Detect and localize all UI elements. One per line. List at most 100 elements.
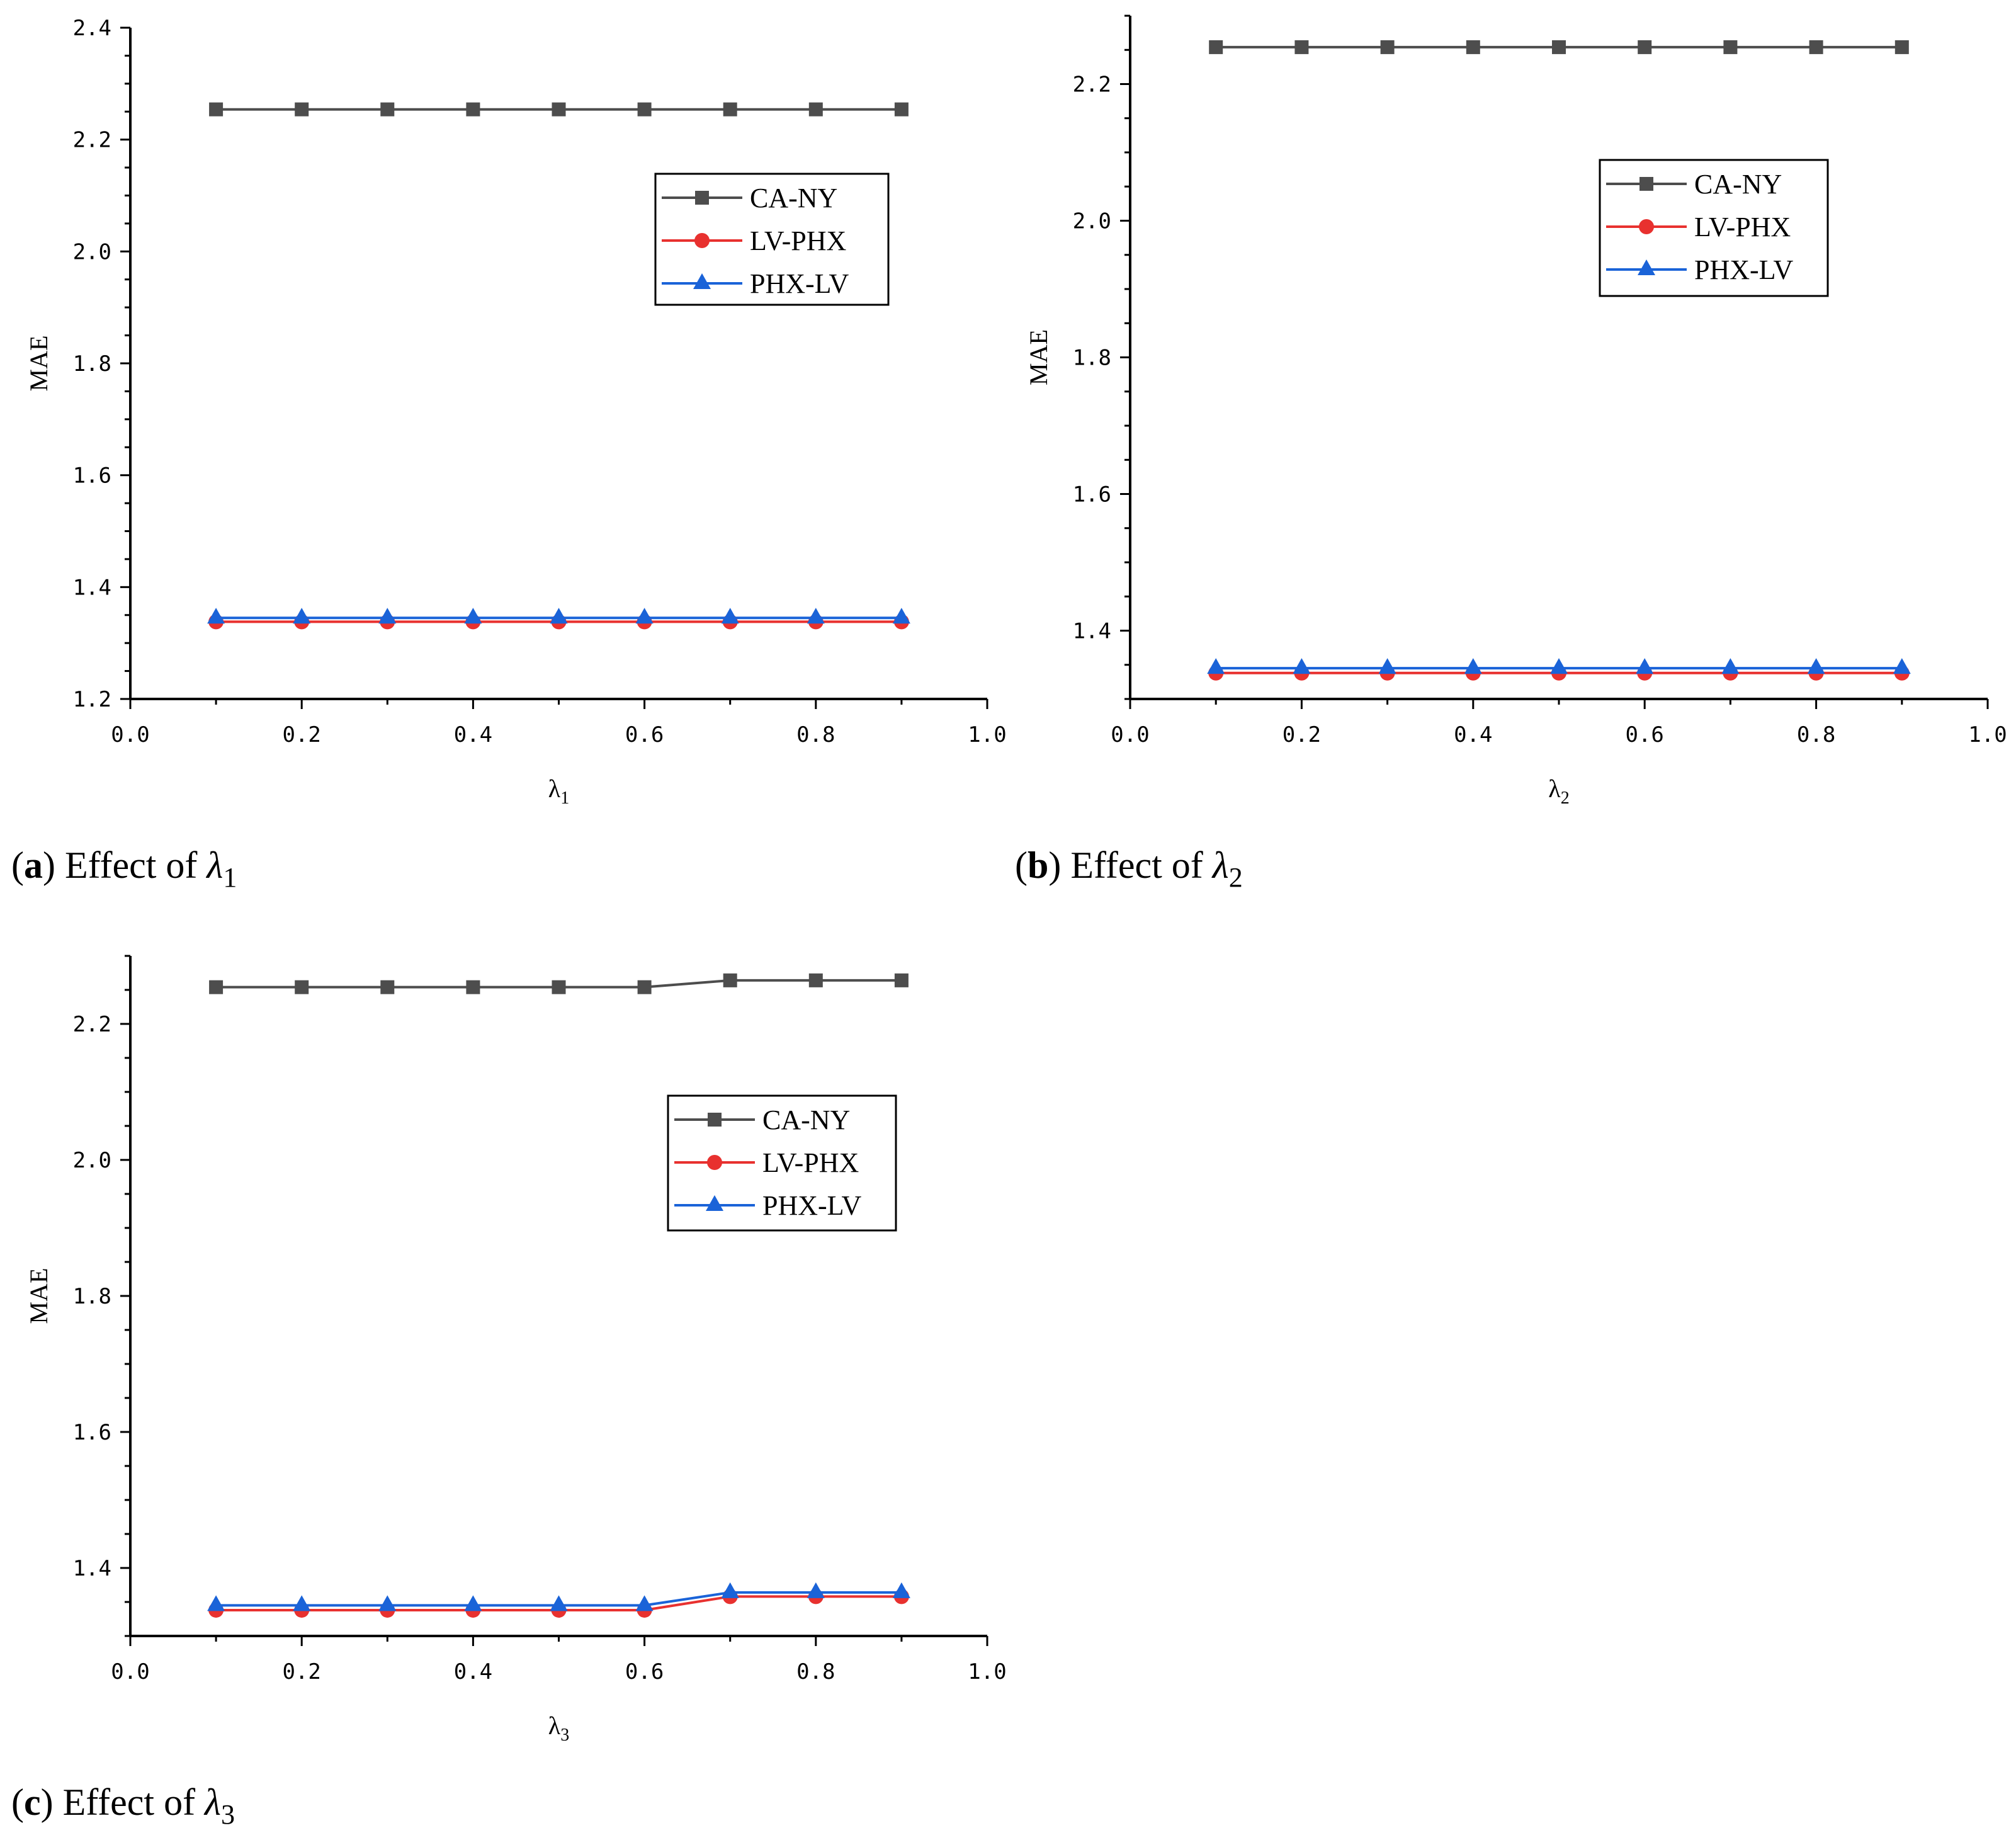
y-tick-label: 2.2	[73, 128, 111, 153]
data-point-square	[295, 102, 309, 116]
data-point-triangle	[1721, 658, 1740, 674]
data-point-square	[295, 980, 309, 994]
data-point-triangle	[892, 1582, 910, 1598]
data-point-square	[1723, 40, 1738, 54]
legend-label: LV-PHX	[750, 225, 846, 256]
data-point-square	[637, 980, 652, 994]
data-point-square	[1552, 40, 1566, 54]
data-point-square	[380, 102, 395, 116]
x-tick-label: 0.2	[1283, 722, 1321, 747]
data-point-triangle	[1293, 658, 1311, 674]
y-tick-label: 1.8	[73, 351, 111, 377]
data-point-square	[894, 102, 909, 116]
data-point-square	[723, 973, 737, 987]
x-tick-label: 0.8	[796, 722, 835, 747]
legend-marker-circle	[1639, 219, 1654, 234]
data-point-square	[1466, 40, 1480, 54]
legend-label: CA-NY	[750, 183, 837, 213]
y-tick-label: 2.2	[1073, 72, 1111, 98]
data-point-triangle	[378, 1595, 397, 1611]
data-point-square	[552, 102, 566, 116]
data-point-square	[552, 980, 566, 994]
x-tick-label: 0.8	[796, 1659, 835, 1684]
chart-panel-c: 0.0 0.2 0.4 0.6 0.8 1.0 1.4 1.6 1.8 2.0 2.2 λ3 MAE CA…	[11, 955, 1007, 1830]
x-tick-label: 0.8	[1797, 722, 1835, 747]
data-point-triangle	[635, 1595, 654, 1611]
x-tick-label: 0.0	[1111, 722, 1149, 747]
y-tick-label: 2.0	[73, 1148, 111, 1173]
data-point-triangle	[807, 608, 825, 624]
data-point-triangle	[635, 608, 654, 624]
data-point-square	[466, 102, 480, 116]
legend-label: PHX-LV	[1694, 254, 1794, 285]
y-axis-label: MAE	[25, 336, 53, 392]
series-phx-lv	[1207, 658, 1911, 674]
x-tick-label: 0.4	[1454, 722, 1492, 747]
legend-marker-square	[1639, 177, 1653, 191]
x-tick-label: 0.6	[625, 722, 664, 747]
series-phx-lv	[207, 1582, 910, 1611]
series-phx-lv	[207, 608, 910, 624]
data-point-square	[1294, 40, 1309, 54]
data-point-square	[1638, 40, 1652, 54]
legend: CA-NY LV-PHX PHX-LV	[1599, 159, 1829, 297]
data-point-square	[1380, 40, 1395, 54]
legend-marker-circle	[707, 1155, 722, 1170]
y-tick-label: 1.8	[73, 1284, 111, 1309]
y-tick-label: 2.4	[73, 16, 111, 41]
data-point-triangle	[1807, 658, 1825, 674]
data-point-triangle	[464, 608, 482, 624]
data-point-triangle	[1550, 658, 1568, 674]
x-tick-label: 0.6	[625, 1659, 664, 1684]
x-axis-label: λ2	[1548, 775, 1569, 808]
legend: CA-NY LV-PHX PHX-LV	[667, 1094, 897, 1232]
y-axis-label: MAE	[25, 1268, 53, 1324]
y-tick-label: 2.0	[73, 239, 111, 264]
data-point-triangle	[378, 608, 397, 624]
data-point-triangle	[464, 1595, 482, 1611]
data-point-triangle	[207, 1595, 225, 1611]
data-point-triangle	[721, 608, 739, 624]
legend-marker-triangle	[706, 1195, 723, 1211]
data-point-square	[637, 102, 652, 116]
legend-marker-square	[695, 191, 709, 205]
legend-label: CA-NY	[762, 1105, 850, 1135]
data-point-triangle	[1207, 658, 1225, 674]
legend-marker-triangle	[693, 273, 711, 289]
y-tick-label: 1.4	[73, 1556, 111, 1581]
x-tick-label: 0.6	[1625, 722, 1663, 747]
data-point-triangle	[293, 1595, 311, 1611]
legend-label: CA-NY	[1694, 169, 1782, 200]
y-tick-label: 1.6	[1073, 482, 1111, 508]
y-tick-label: 2.0	[1073, 209, 1111, 234]
data-point-square	[808, 102, 823, 116]
legend-label: PHX-LV	[750, 268, 849, 299]
x-tick-label: 0.4	[454, 1659, 492, 1684]
data-point-triangle	[892, 608, 910, 624]
data-point-triangle	[207, 608, 225, 624]
legend-label: PHX-LV	[762, 1190, 862, 1221]
series-ca-ny	[209, 973, 909, 994]
data-point-square	[1209, 40, 1223, 54]
data-point-square	[894, 973, 909, 987]
x-tick-label: 1.0	[1968, 722, 2007, 747]
data-point-square	[466, 980, 480, 994]
data-point-triangle	[1378, 658, 1396, 674]
data-point-triangle	[807, 1582, 825, 1598]
legend-label: LV-PHX	[1694, 212, 1791, 242]
data-point-square	[209, 102, 224, 116]
data-point-triangle	[1893, 658, 1911, 674]
legend-marker-circle	[694, 233, 710, 248]
x-tick-label: 0.0	[111, 1659, 149, 1684]
data-point-square	[1894, 40, 1909, 54]
series-ca-ny	[209, 102, 909, 116]
data-point-triangle	[1636, 658, 1654, 674]
x-tick-label: 1.0	[968, 722, 1006, 747]
y-tick-label: 1.4	[73, 575, 111, 600]
panel-caption: (a) Effect of λ1	[11, 844, 237, 893]
legend: CA-NY LV-PHX PHX-LV	[654, 173, 890, 306]
legend-marker-triangle	[1638, 259, 1655, 275]
x-tick-label: 0.0	[111, 722, 149, 747]
data-point-triangle	[721, 1582, 739, 1598]
